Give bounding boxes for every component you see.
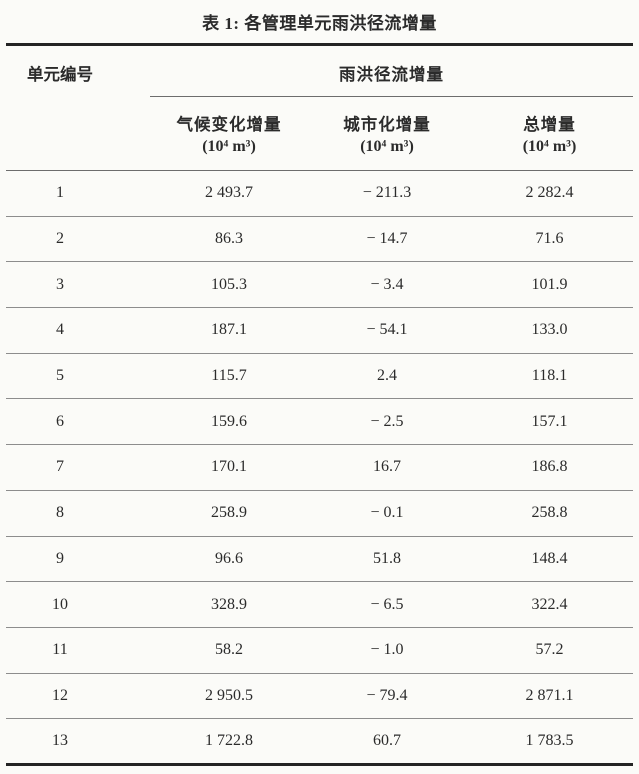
cell-climate-change: 2 493.7 bbox=[150, 170, 308, 217]
cell-unit-id: 11 bbox=[6, 627, 150, 674]
table-row: 1 2 493.7 − 211.3 2 282.4 bbox=[6, 170, 633, 217]
cell-urbanization: − 2.5 bbox=[308, 398, 466, 446]
cell-climate-change: 328.9 bbox=[150, 581, 308, 628]
cell-total: 322.4 bbox=[466, 581, 633, 628]
cell-climate-change: 96.6 bbox=[150, 536, 308, 583]
cell-climate-change: 187.1 bbox=[150, 307, 308, 354]
table-row: 4 187.1 − 54.1 133.0 bbox=[6, 307, 633, 354]
table-title: 表 1: 各管理单元雨洪径流增量 bbox=[202, 14, 437, 33]
cell-climate-change: 258.9 bbox=[150, 490, 308, 537]
group-header-runoff-increment: 雨洪径流增量 bbox=[150, 44, 633, 97]
column-label: 总增量 bbox=[523, 115, 576, 134]
table-row: 5 115.7 2.4 118.1 bbox=[6, 353, 633, 400]
runoff-increment-table: 单元编号 雨洪径流增量 气候变化增量 (10⁴ m³) 城市化增量 (10⁴ m… bbox=[6, 43, 633, 766]
cell-total: 258.8 bbox=[466, 490, 633, 537]
cell-unit-id: 10 bbox=[6, 581, 150, 628]
cell-climate-change: 170.1 bbox=[150, 444, 308, 491]
cell-total: 148.4 bbox=[466, 536, 633, 583]
cell-climate-change: 159.6 bbox=[150, 398, 308, 446]
table-row: 8 258.9 − 0.1 258.8 bbox=[6, 490, 633, 537]
cell-urbanization: 16.7 bbox=[308, 444, 466, 491]
cell-unit-id: 6 bbox=[6, 398, 150, 446]
column-header-total: 总增量 (10⁴ m³) bbox=[466, 96, 633, 171]
table-row: 9 96.6 51.8 148.4 bbox=[6, 536, 633, 583]
table-row: 10 328.9 − 6.5 322.4 bbox=[6, 581, 633, 628]
cell-total: 101.9 bbox=[466, 261, 633, 309]
cell-unit-id: 5 bbox=[6, 353, 150, 400]
cell-unit-id: 9 bbox=[6, 536, 150, 583]
table-header: 单元编号 雨洪径流增量 气候变化增量 (10⁴ m³) 城市化增量 (10⁴ m… bbox=[6, 44, 633, 171]
table-row: 13 1 722.8 60.7 1 783.5 bbox=[6, 719, 633, 765]
cell-urbanization: − 14.7 bbox=[308, 216, 466, 263]
column-unit: (10⁴ m³) bbox=[360, 138, 414, 155]
cell-climate-change: 1 722.8 bbox=[205, 732, 253, 750]
cell-urbanization: − 79.4 bbox=[308, 673, 466, 720]
cell-climate-change: 105.3 bbox=[150, 261, 308, 309]
cell-unit-id: 13 bbox=[52, 732, 68, 750]
cell-climate-change: 2 950.5 bbox=[150, 673, 308, 720]
cell-urbanization: 2.4 bbox=[308, 353, 466, 400]
table-row: 7 170.1 16.7 186.8 bbox=[6, 444, 633, 491]
cell-total: 57.2 bbox=[466, 627, 633, 674]
table-body: 1 2 493.7 − 211.3 2 282.4 2 86.3 − 14.7 … bbox=[6, 170, 633, 765]
cell-urbanization: − 211.3 bbox=[308, 170, 466, 217]
cell-urbanization: − 0.1 bbox=[308, 490, 466, 537]
cell-unit-id: 1 bbox=[6, 170, 150, 217]
cell-unit-id: 3 bbox=[6, 261, 150, 309]
cell-urbanization: − 1.0 bbox=[308, 627, 466, 674]
cell-unit-id: 4 bbox=[6, 307, 150, 354]
cell-total: 186.8 bbox=[466, 444, 633, 491]
header-row-subcolumns: 气候变化增量 (10⁴ m³) 城市化增量 (10⁴ m³) 总增量 (10⁴ … bbox=[6, 96, 633, 171]
column-unit: (10⁴ m³) bbox=[522, 138, 577, 155]
column-label: 气候变化增量 bbox=[176, 115, 282, 134]
cell-total: 1 783.5 bbox=[525, 732, 574, 750]
table-row: 11 58.2 − 1.0 57.2 bbox=[6, 627, 633, 674]
cell-unit-id: 2 bbox=[6, 216, 150, 263]
cell-total: 2 282.4 bbox=[466, 170, 633, 217]
table-row: 6 159.6 − 2.5 157.1 bbox=[6, 398, 633, 446]
cell-urbanization: 60.7 bbox=[373, 732, 401, 750]
cell-unit-id: 12 bbox=[6, 673, 150, 720]
header-row-group: 单元编号 雨洪径流增量 bbox=[6, 44, 633, 171]
cell-unit-id: 8 bbox=[6, 490, 150, 537]
cell-total: 2 871.1 bbox=[466, 673, 633, 720]
cell-total: 71.6 bbox=[466, 216, 633, 263]
cell-urbanization: − 3.4 bbox=[308, 261, 466, 309]
column-label: 城市化增量 bbox=[343, 115, 431, 134]
cell-urbanization: 51.8 bbox=[308, 536, 466, 583]
cell-total: 133.0 bbox=[466, 307, 633, 354]
cell-climate-change: 58.2 bbox=[150, 627, 308, 674]
column-unit: (10⁴ m³) bbox=[202, 138, 256, 155]
cell-climate-change: 86.3 bbox=[150, 216, 308, 263]
cell-total: 157.1 bbox=[466, 398, 633, 446]
table-row: 12 2 950.5 − 79.4 2 871.1 bbox=[6, 673, 633, 720]
cell-urbanization: − 54.1 bbox=[308, 307, 466, 354]
cell-total: 118.1 bbox=[466, 353, 633, 400]
cell-climate-change: 115.7 bbox=[150, 353, 308, 400]
table-row: 2 86.3 − 14.7 71.6 bbox=[6, 216, 633, 263]
column-header-climate-change: 气候变化增量 (10⁴ m³) bbox=[150, 96, 308, 171]
cell-unit-id: 7 bbox=[6, 444, 150, 491]
table-row: 3 105.3 − 3.4 101.9 bbox=[6, 261, 633, 309]
cell-urbanization: − 6.5 bbox=[308, 581, 466, 628]
column-header-unit-id: 单元编号 bbox=[6, 44, 150, 171]
column-header-urbanization: 城市化增量 (10⁴ m³) bbox=[308, 96, 466, 171]
